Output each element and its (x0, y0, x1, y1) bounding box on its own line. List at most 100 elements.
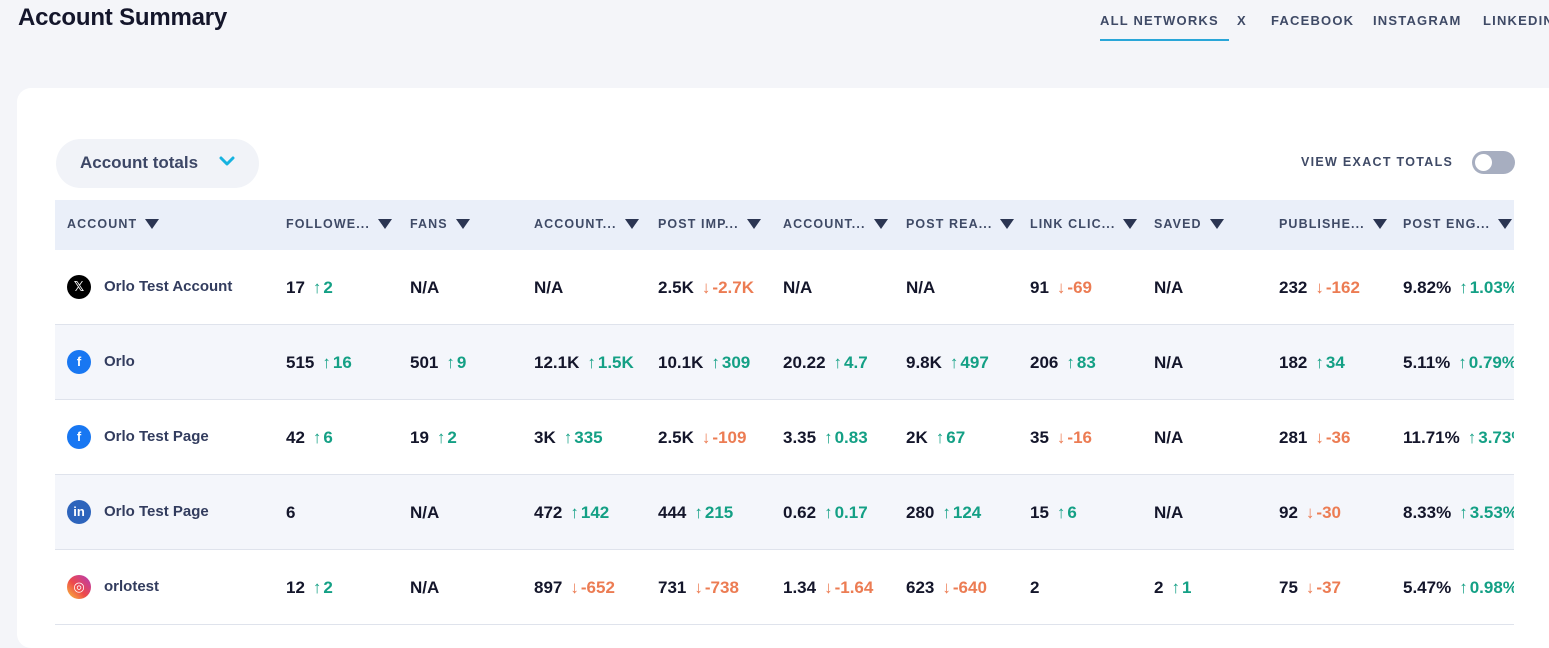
column-header[interactable]: PUBLISHE... (1279, 217, 1387, 231)
column-header[interactable]: POST REA... (906, 217, 1015, 231)
column-header[interactable]: LINK CLIC... (1030, 217, 1138, 231)
metric-value: 12 (286, 578, 305, 597)
sort-arrow-icon (455, 219, 470, 229)
metric-cell: 515 ↑ 16 (286, 353, 352, 373)
arrow-up-icon: ↑ (1467, 428, 1477, 447)
metric-change: ↓ -69 (1057, 278, 1092, 297)
metric-change-value: -30 (1316, 503, 1341, 522)
account-totals-dropdown[interactable]: Account totals (56, 139, 259, 188)
metric-cell: 3.35 ↑ 0.83 (783, 428, 868, 448)
metric-cell: 2 ↑ 1 (1154, 578, 1191, 598)
tab-facebook[interactable]: FACEBOOK (1271, 13, 1355, 28)
column-header[interactable]: ACCOUNT (67, 217, 160, 231)
metric-value: 19 (410, 428, 429, 447)
column-header[interactable]: ACCOUNT... (534, 217, 639, 231)
metric-change: ↑ 16 (322, 353, 351, 372)
arrow-up-icon: ↑ (949, 353, 959, 372)
metric-change: ↓ -162 (1315, 278, 1360, 297)
view-exact-totals-toggle[interactable] (1472, 151, 1515, 174)
metric-change-value: 2 (447, 428, 457, 447)
account-name[interactable]: Orlo (104, 353, 135, 370)
metric-change-value: 335 (574, 428, 603, 447)
metric-value: 35 (1030, 428, 1049, 447)
metric-cell: 623 ↓ -640 (906, 578, 987, 598)
arrow-down-icon: ↓ (701, 278, 711, 297)
metric-value: N/A (906, 278, 936, 297)
column-header[interactable]: POST IMP... (658, 217, 761, 231)
arrow-up-icon: ↑ (322, 353, 331, 372)
metric-change-value: 34 (1325, 353, 1345, 372)
table-row[interactable]: in Orlo Test Page 6 N/A 472 ↑ 142 444 ↑ 215 0.62 ↑ 0… (55, 475, 1514, 550)
table-row[interactable]: 𝕏 Orlo Test Account 17 ↑ 2 N/A N/A 2.5K ↓ -2.7K N/… (55, 250, 1514, 325)
account-name[interactable]: Orlo Test Page (104, 503, 209, 520)
metric-value: 2K (906, 428, 928, 447)
metric-cell: 472 ↑ 142 (534, 503, 609, 523)
metric-value: 2 (1030, 578, 1040, 597)
metric-change-value: 1 (1181, 578, 1192, 597)
metric-change: ↑ 0.83 (824, 428, 868, 447)
metric-change-value: 142 (580, 503, 610, 522)
column-header-label: FOLLOWE... (286, 217, 370, 231)
metric-change: ↓ -652 (570, 578, 615, 597)
metric-value: N/A (410, 278, 440, 297)
metric-cell: 182 ↑ 34 (1279, 353, 1345, 373)
tab-linkedin[interactable]: LINKEDIN (1483, 13, 1549, 28)
column-header[interactable]: FOLLOWE... (286, 217, 392, 231)
tab-instagram[interactable]: INSTAGRAM (1373, 13, 1462, 28)
metric-change: ↓ -30 (1306, 503, 1341, 522)
metric-change-value: -37 (1316, 578, 1341, 597)
metric-cell: 12 ↑ 2 (286, 578, 333, 598)
metric-change: ↑ 2 (437, 428, 457, 447)
metric-change-value: 215 (704, 503, 734, 522)
metric-change-value: 67 (946, 428, 966, 447)
metric-change-value: 16 (332, 353, 352, 372)
column-header[interactable]: FANS (410, 217, 470, 231)
table-row[interactable]: ◎ orlotest 12 ↑ 2 N/A 897 ↓ -652 731 ↓ -738 1.34 ↓ -1.… (55, 550, 1514, 625)
metric-change: ↑ 83 (1066, 353, 1095, 372)
arrow-up-icon: ↑ (587, 353, 596, 372)
metric-change: ↑ 6 (313, 428, 333, 447)
tab-x[interactable]: X (1237, 13, 1247, 28)
column-header[interactable]: POST ENG... (1403, 217, 1513, 231)
metric-change: ↑ 1 (1171, 578, 1191, 597)
arrow-up-icon: ↑ (1171, 578, 1180, 597)
arrow-down-icon: ↓ (570, 578, 579, 597)
column-header[interactable]: SAVED (1154, 217, 1224, 231)
arrow-up-icon: ↑ (1315, 353, 1324, 372)
metric-change-value: 0.79% (1468, 353, 1514, 372)
metric-change: ↑ 0.79% (1458, 353, 1514, 372)
arrow-up-icon: ↑ (935, 428, 945, 447)
arrow-up-icon: ↑ (694, 503, 703, 522)
metric-change-value: 83 (1076, 353, 1096, 372)
metric-cell: N/A (534, 278, 563, 298)
column-header-label: POST IMP... (658, 217, 739, 231)
metric-cell: 280 ↑ 124 (906, 503, 981, 523)
metric-cell: N/A (783, 278, 812, 298)
toggle-knob (1475, 154, 1492, 171)
account-name[interactable]: Orlo Test Page (104, 428, 209, 445)
account-name[interactable]: Orlo Test Account (104, 278, 233, 295)
metric-cell: 2.5K ↓ -2.7K (658, 278, 754, 298)
column-header[interactable]: ACCOUNT... (783, 217, 888, 231)
metric-cell: 206 ↑ 83 (1030, 353, 1096, 373)
metric-cell: 501 ↑ 9 (410, 353, 466, 373)
metric-value: 11.71% (1403, 428, 1460, 447)
metric-cell: 42 ↑ 6 (286, 428, 333, 448)
arrow-down-icon: ↓ (1056, 428, 1066, 447)
metric-cell: N/A (410, 278, 439, 298)
metric-value: 501 (410, 353, 439, 372)
table-row[interactable]: f Orlo 515 ↑ 16 501 ↑ 9 12.1K ↑ 1.5K 10.1K ↑ 309 20.22… (55, 325, 1514, 400)
account-name[interactable]: orlotest (104, 578, 160, 595)
chevron-down-icon (219, 156, 235, 166)
metric-change: ↓ -36 (1315, 428, 1350, 447)
metric-value: N/A (410, 578, 440, 597)
metric-change: ↑ 9 (446, 353, 466, 372)
tab-all-networks[interactable]: ALL NETWORKS (1100, 13, 1229, 41)
metric-change-value: -162 (1325, 278, 1360, 297)
metric-cell: N/A (410, 578, 439, 598)
metric-value: 206 (1030, 353, 1059, 372)
metric-cell: 9.82% ↑ 1.03% (1403, 278, 1514, 298)
column-header-label: ACCOUNT... (534, 217, 617, 231)
metric-change-value: 0.17 (834, 503, 868, 522)
table-row[interactable]: f Orlo Test Page 42 ↑ 6 19 ↑ 2 3K ↑ 335 2.5K ↓ -109 3.… (55, 400, 1514, 475)
